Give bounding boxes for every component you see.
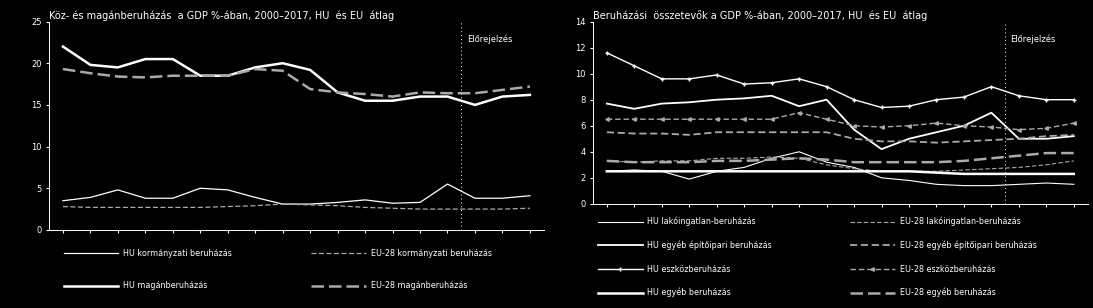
Text: EU-28 lakóingatlan-beruházás: EU-28 lakóingatlan-beruházás: [900, 217, 1021, 226]
Text: Beruházási  összetevők a GDP %-ában, 2000–2017, HU  és EU  átlag: Beruházási összetevők a GDP %-ában, 2000…: [593, 10, 927, 21]
Text: EU-28 eszközberuházás: EU-28 eszközberuházás: [900, 265, 995, 274]
Text: HU magánberuházás: HU magánberuházás: [124, 281, 208, 290]
Text: HU egyéb építőipari beruházás: HU egyéb építőipari beruházás: [647, 241, 773, 250]
Text: HU egyéb beruházás: HU egyéb beruházás: [647, 288, 731, 298]
Text: HU kormányzati beruházás: HU kormányzati beruházás: [124, 249, 232, 257]
Text: Előrejelzés: Előrejelzés: [467, 34, 513, 43]
Text: Előrejelzés: Előrejelzés: [1011, 34, 1056, 44]
Text: EU-28 kormányzati beruházás: EU-28 kormányzati beruházás: [371, 249, 492, 257]
Text: HU lakóingatlan-beruházás: HU lakóingatlan-beruházás: [647, 217, 756, 226]
Text: Köz- és magánberuházás  a GDP %-ában, 2000–2017, HU  és EU  átlag: Köz- és magánberuházás a GDP %-ában, 200…: [49, 10, 395, 21]
Text: EU-28 egyéb beruházás: EU-28 egyéb beruházás: [900, 288, 996, 298]
Text: EU-28 egyéb építőipari beruházás: EU-28 egyéb építőipari beruházás: [900, 241, 1036, 250]
Text: HU eszközberuházás: HU eszközberuházás: [647, 265, 731, 274]
Text: EU-28 magánberuházás: EU-28 magánberuházás: [371, 281, 467, 290]
